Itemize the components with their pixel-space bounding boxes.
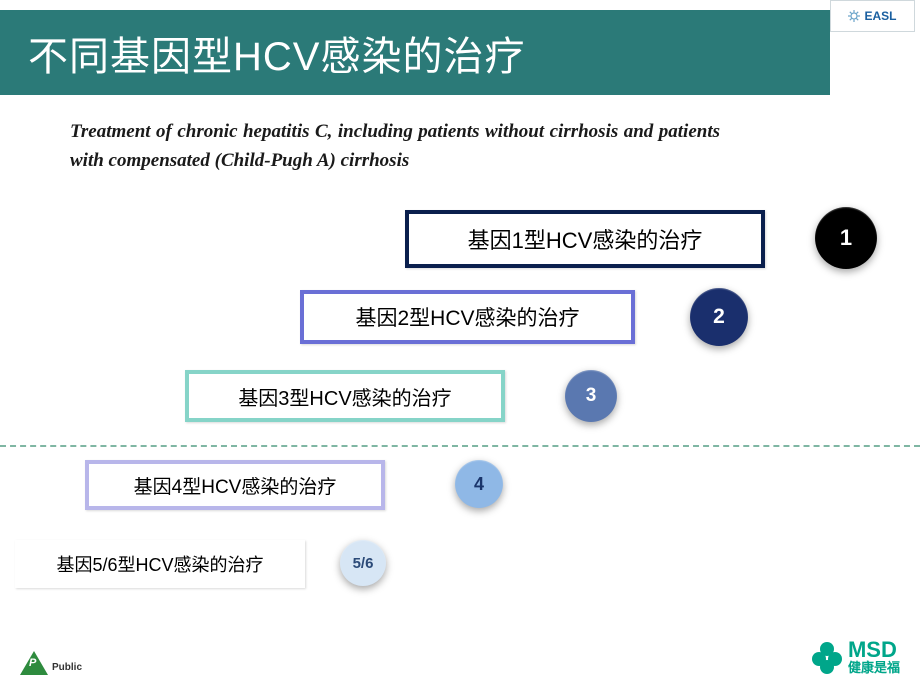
genotype-label-5: 基因5/6型HCV感染的治疗 — [56, 551, 263, 577]
title-bar: 不同基因型HCV感染的治疗 — [0, 10, 830, 95]
easl-text: EASL — [864, 9, 896, 23]
msd-small-text: 健康是福 — [848, 661, 900, 675]
genotype-badge-2: 2 — [690, 288, 748, 346]
slide-title: 不同基因型HCV感染的治疗 — [28, 24, 525, 82]
footer-public-badge: P Public — [20, 651, 82, 675]
msd-big-text: MSD — [848, 638, 897, 661]
genotype-box-3: 基因3型HCV感染的治疗 — [185, 370, 505, 422]
public-p-letter: P — [29, 657, 36, 669]
genotype-badge-1: 1 — [815, 207, 877, 269]
easl-logo-badge: EASL — [830, 0, 915, 32]
footer-msd-logo: MSD 健康是福 — [814, 638, 900, 675]
genotype-box-1: 基因1型HCV感染的治疗 — [405, 210, 765, 268]
genotype-box-2: 基因2型HCV感染的治疗 — [300, 290, 635, 344]
slide-container: 不同基因型HCV感染的治疗 EASL Treatment of chronic … — [0, 0, 920, 690]
genotype-box-4: 基因4型HCV感染的治疗 — [85, 460, 385, 510]
genotype-badge-3: 3 — [565, 370, 617, 422]
subtitle-text: Treatment of chronic hepatitis C, includ… — [70, 118, 720, 175]
gear-icon — [848, 10, 860, 22]
dashed-divider — [0, 445, 920, 447]
genotype-badge-4: 4 — [455, 460, 503, 508]
genotype-badge-5: 5/6 — [340, 540, 386, 586]
genotype-label-3: 基因3型HCV感染的治疗 — [238, 382, 451, 411]
msd-clover-icon — [814, 644, 840, 670]
msd-text: MSD 健康是福 — [848, 638, 900, 675]
genotype-label-1: 基因1型HCV感染的治疗 — [468, 223, 703, 255]
genotype-label-4: 基因4型HCV感染的治疗 — [134, 472, 337, 499]
genotype-box-5: 基因5/6型HCV感染的治疗 — [15, 540, 305, 588]
genotype-label-2: 基因2型HCV感染的治疗 — [355, 302, 579, 332]
public-label: Public — [52, 662, 82, 673]
triangle-icon: P — [20, 651, 48, 675]
